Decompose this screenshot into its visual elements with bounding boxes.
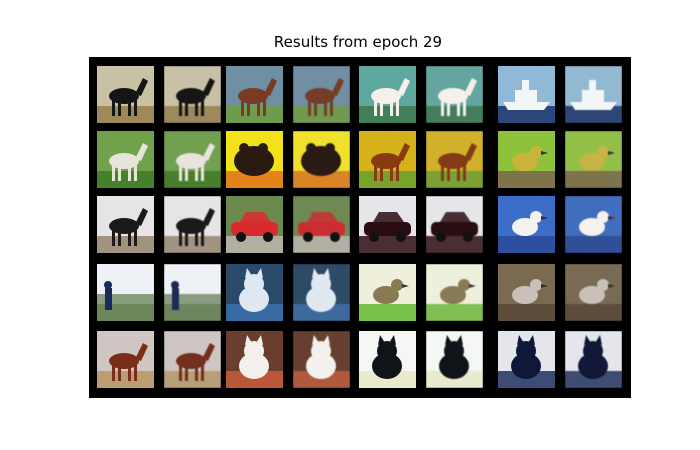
reconstructed-image-car [293,196,350,253]
original-image-car [226,196,283,253]
reconstructed-image-dog [293,331,350,388]
reconstructed-image-car [426,196,483,253]
reconstructed-image-deer [426,66,483,123]
original-image-dog [226,331,283,388]
original-image-deer [359,66,416,123]
reconstructed-image-dog [426,331,483,388]
original-image-dog [226,264,283,321]
reconstructed-image-horse [164,66,221,123]
original-image-car [359,196,416,253]
reconstructed-image-horse [164,196,221,253]
reconstructed-image-field [164,264,221,321]
reconstructed-image-frog [293,131,350,188]
original-image-horse [226,66,283,123]
original-image-dog [359,331,416,388]
figure-title: Results from epoch 29 [273,33,443,51]
original-image-ship [498,66,555,123]
reconstructed-image-bird [565,196,622,253]
original-image-bird [359,264,416,321]
reconstructed-image-horse [426,131,483,188]
reconstructed-image-dog [293,264,350,321]
reconstructed-image-horse [293,66,350,123]
original-image-horse [359,131,416,188]
original-image-bird [498,131,555,188]
reconstructed-image-bird [426,264,483,321]
image-grid [89,57,631,398]
original-image-horse [97,196,154,253]
original-image-horse [97,66,154,123]
original-image-ostrich [498,264,555,321]
reconstructed-image-ostrich [565,264,622,321]
reconstructed-image-bird [565,131,622,188]
original-image-frog [226,131,283,188]
original-image-field [97,264,154,321]
original-image-horse [97,331,154,388]
original-image-bird [498,196,555,253]
reconstructed-image-horse [164,131,221,188]
reconstructed-image-cat [565,331,622,388]
reconstructed-image-ship [565,66,622,123]
original-image-horse [97,131,154,188]
original-image-cat [498,331,555,388]
reconstructed-image-horse [164,331,221,388]
